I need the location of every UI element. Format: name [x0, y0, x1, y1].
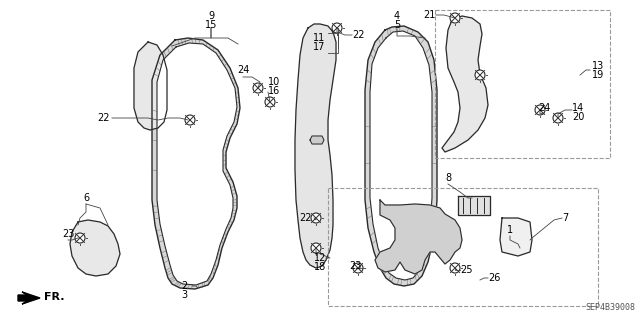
Text: 2: 2 [181, 281, 187, 291]
Text: 22: 22 [299, 213, 311, 223]
Text: FR.: FR. [44, 292, 65, 302]
Circle shape [353, 263, 363, 273]
Text: 25: 25 [460, 265, 472, 275]
Text: 9: 9 [208, 11, 214, 21]
Text: 21: 21 [424, 10, 436, 20]
Circle shape [535, 105, 545, 115]
Circle shape [311, 243, 321, 253]
PathPatch shape [157, 43, 237, 285]
Text: 17: 17 [313, 42, 325, 52]
Text: 8: 8 [445, 173, 451, 183]
Polygon shape [295, 24, 336, 268]
Text: 14: 14 [572, 103, 584, 113]
Polygon shape [442, 16, 488, 152]
Text: 12: 12 [314, 253, 326, 263]
Polygon shape [375, 200, 462, 274]
Polygon shape [310, 136, 324, 144]
Circle shape [475, 70, 485, 80]
Text: 22: 22 [97, 113, 109, 123]
Bar [328, 188, 598, 306]
Text: 26: 26 [488, 273, 500, 283]
Text: 13: 13 [592, 61, 604, 71]
Circle shape [185, 115, 195, 125]
Text: 19: 19 [592, 70, 604, 80]
Text: 22: 22 [352, 30, 365, 40]
Text: 5: 5 [394, 20, 400, 30]
Text: 23: 23 [62, 229, 74, 239]
Text: 10: 10 [268, 77, 280, 87]
Circle shape [332, 23, 342, 33]
Text: SEP4B39008: SEP4B39008 [585, 303, 635, 312]
Text: 20: 20 [572, 112, 584, 122]
Bar [435, 10, 610, 158]
Circle shape [450, 13, 460, 23]
Polygon shape [18, 292, 40, 304]
PathPatch shape [370, 31, 432, 280]
Circle shape [75, 233, 85, 243]
Text: 11: 11 [313, 33, 325, 43]
Circle shape [265, 97, 275, 107]
Text: 7: 7 [562, 213, 568, 223]
PathPatch shape [152, 38, 240, 289]
Text: 24: 24 [538, 103, 550, 113]
Polygon shape [500, 218, 532, 256]
Circle shape [553, 113, 563, 123]
Polygon shape [134, 42, 167, 130]
Text: 15: 15 [205, 20, 217, 30]
Text: 18: 18 [314, 262, 326, 272]
Circle shape [311, 213, 321, 223]
Text: 16: 16 [268, 86, 280, 96]
Polygon shape [458, 196, 490, 215]
PathPatch shape [365, 26, 437, 286]
Circle shape [253, 83, 263, 93]
Polygon shape [70, 220, 120, 276]
Text: 24: 24 [237, 65, 249, 75]
Circle shape [450, 263, 460, 273]
Text: 6: 6 [83, 193, 89, 203]
Text: 4: 4 [394, 11, 400, 21]
Text: 3: 3 [181, 290, 187, 300]
Text: 23: 23 [349, 261, 361, 271]
Text: 1: 1 [507, 225, 513, 235]
